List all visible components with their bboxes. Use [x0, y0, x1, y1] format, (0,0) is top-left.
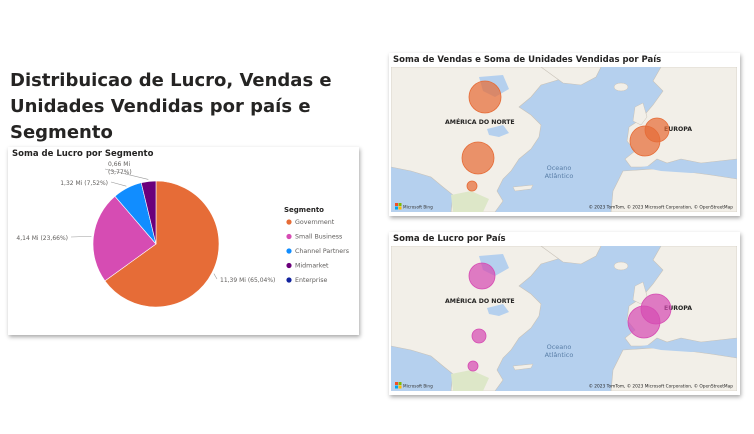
- profit-map-title: Soma de Lucro por País: [393, 234, 506, 244]
- map-bubble-mexico[interactable]: [466, 180, 478, 192]
- map-bubble-mexico[interactable]: [467, 360, 479, 372]
- legend-item-enterprise[interactable]: Enterprise: [295, 277, 328, 284]
- mediterranean-sea: [641, 163, 721, 173]
- iceland: [613, 82, 629, 92]
- arctic-landmass: [540, 67, 602, 86]
- forest-area: [451, 370, 489, 391]
- map-bubble-canada[interactable]: [468, 80, 502, 114]
- caribbean-islands: [512, 184, 534, 192]
- forest-area: [451, 191, 489, 212]
- pie-leader-small-business: [70, 236, 92, 238]
- legend-item-government[interactable]: Government: [295, 219, 335, 226]
- map-bubble-germany[interactable]: [644, 117, 670, 143]
- page-title: Distribuicao de Lucro, Vendas e Unidades…: [10, 70, 332, 143]
- legend-title: Segmento: [284, 206, 324, 214]
- pie-data-label-pct-midmarket: (3,77%): [108, 169, 132, 176]
- legend-marker-enterprise: [286, 277, 292, 283]
- pie-chart-card[interactable]: Soma de Lucro por Segmento 11,39 Mi (65,…: [8, 147, 359, 335]
- arctic-landmass: [540, 246, 602, 265]
- pie-chart[interactable]: 11,39 Mi (65,04%) 4,14 Mi (23,66%) 1,32 Mi…: [8, 147, 359, 335]
- legend-marker-midmarket: [286, 262, 292, 269]
- label-europe: EUROPA: [664, 126, 692, 133]
- pie-data-label-midmarket: 0,66 Mi: [108, 161, 130, 168]
- pie-slice-midmarket[interactable]: [140, 180, 157, 245]
- pie-data-label-small-business: 4,14 Mi (23,66%): [16, 235, 68, 242]
- profit-map[interactable]: AMÉRICA DO NORTE EUROPA Oceano Atlântico Mic…: [391, 246, 737, 391]
- caribbean-islands: [512, 363, 534, 371]
- label-ocean: Oceano: [547, 343, 572, 351]
- pie-data-label-government: 11,39 Mi (65,04%): [220, 277, 275, 284]
- label-ocean-name: Atlântico: [545, 172, 574, 180]
- legend-item-channel-partners[interactable]: Channel Partners: [295, 248, 349, 255]
- map-bubble-united-states[interactable]: [461, 141, 495, 175]
- legend-item-small-business[interactable]: Small Business: [295, 234, 342, 241]
- label-europe: EUROPA: [664, 305, 692, 312]
- legend-marker-government: [286, 219, 292, 225]
- iceland: [613, 261, 629, 271]
- map-attribution[interactable]: © 2023 TomTom, © 2023 Microsoft Corporat…: [589, 383, 734, 390]
- legend-item-midmarket[interactable]: Midmarket: [295, 263, 329, 270]
- sales-map-card[interactable]: Soma de Vendas e Soma de Unidades Vendid…: [389, 53, 740, 216]
- north-america-landmass: [391, 67, 572, 212]
- legend-marker-channel-partners: [286, 248, 292, 254]
- sales-map[interactable]: AMÉRICA DO NORTE EUROPA Oceano Atlântico Mic…: [391, 67, 737, 212]
- map-bubble-germany[interactable]: [640, 293, 672, 325]
- map-bubble-united-states[interactable]: [471, 328, 487, 344]
- bing-logo: Microsoft Bing: [395, 203, 433, 210]
- label-ocean-name: Atlântico: [545, 351, 574, 359]
- map-bubble-canada[interactable]: [468, 262, 496, 290]
- pie-slice-small-business[interactable]: [92, 195, 157, 282]
- north-america-landmass: [391, 246, 572, 391]
- label-north-america: AMÉRICA DO NORTE: [445, 296, 515, 305]
- mediterranean-sea: [641, 342, 721, 352]
- pie-leader-government: [213, 273, 218, 280]
- map-attribution[interactable]: © 2023 TomTom, © 2023 Microsoft Corporat…: [589, 204, 734, 211]
- great-lakes: [487, 125, 509, 137]
- profit-map-card[interactable]: Soma de Lucro por País AMÉRICA DO NORTE E…: [389, 232, 740, 395]
- label-ocean: Oceano: [547, 164, 572, 172]
- great-lakes: [487, 304, 509, 316]
- sales-map-title: Soma de Vendas e Soma de Unidades Vendid…: [393, 55, 662, 65]
- british-isles: [632, 102, 648, 126]
- svg-text:Microsoft Bing: Microsoft Bing: [403, 384, 433, 389]
- pie-data-label-channel-partners: 1,32 Mi (7,52%): [60, 180, 108, 187]
- pie-chart-title: Soma de Lucro por Segmento: [12, 149, 154, 159]
- svg-text:Microsoft Bing: Microsoft Bing: [403, 205, 433, 210]
- pie-leader-channel-partners: [110, 181, 127, 187]
- bing-logo: Microsoft Bing: [395, 382, 433, 389]
- pie-leader-midmarket: [104, 168, 149, 180]
- legend-marker-small-business: [286, 233, 292, 240]
- label-north-america: AMÉRICA DO NORTE: [445, 117, 515, 126]
- pie-slice-government[interactable]: [104, 180, 220, 308]
